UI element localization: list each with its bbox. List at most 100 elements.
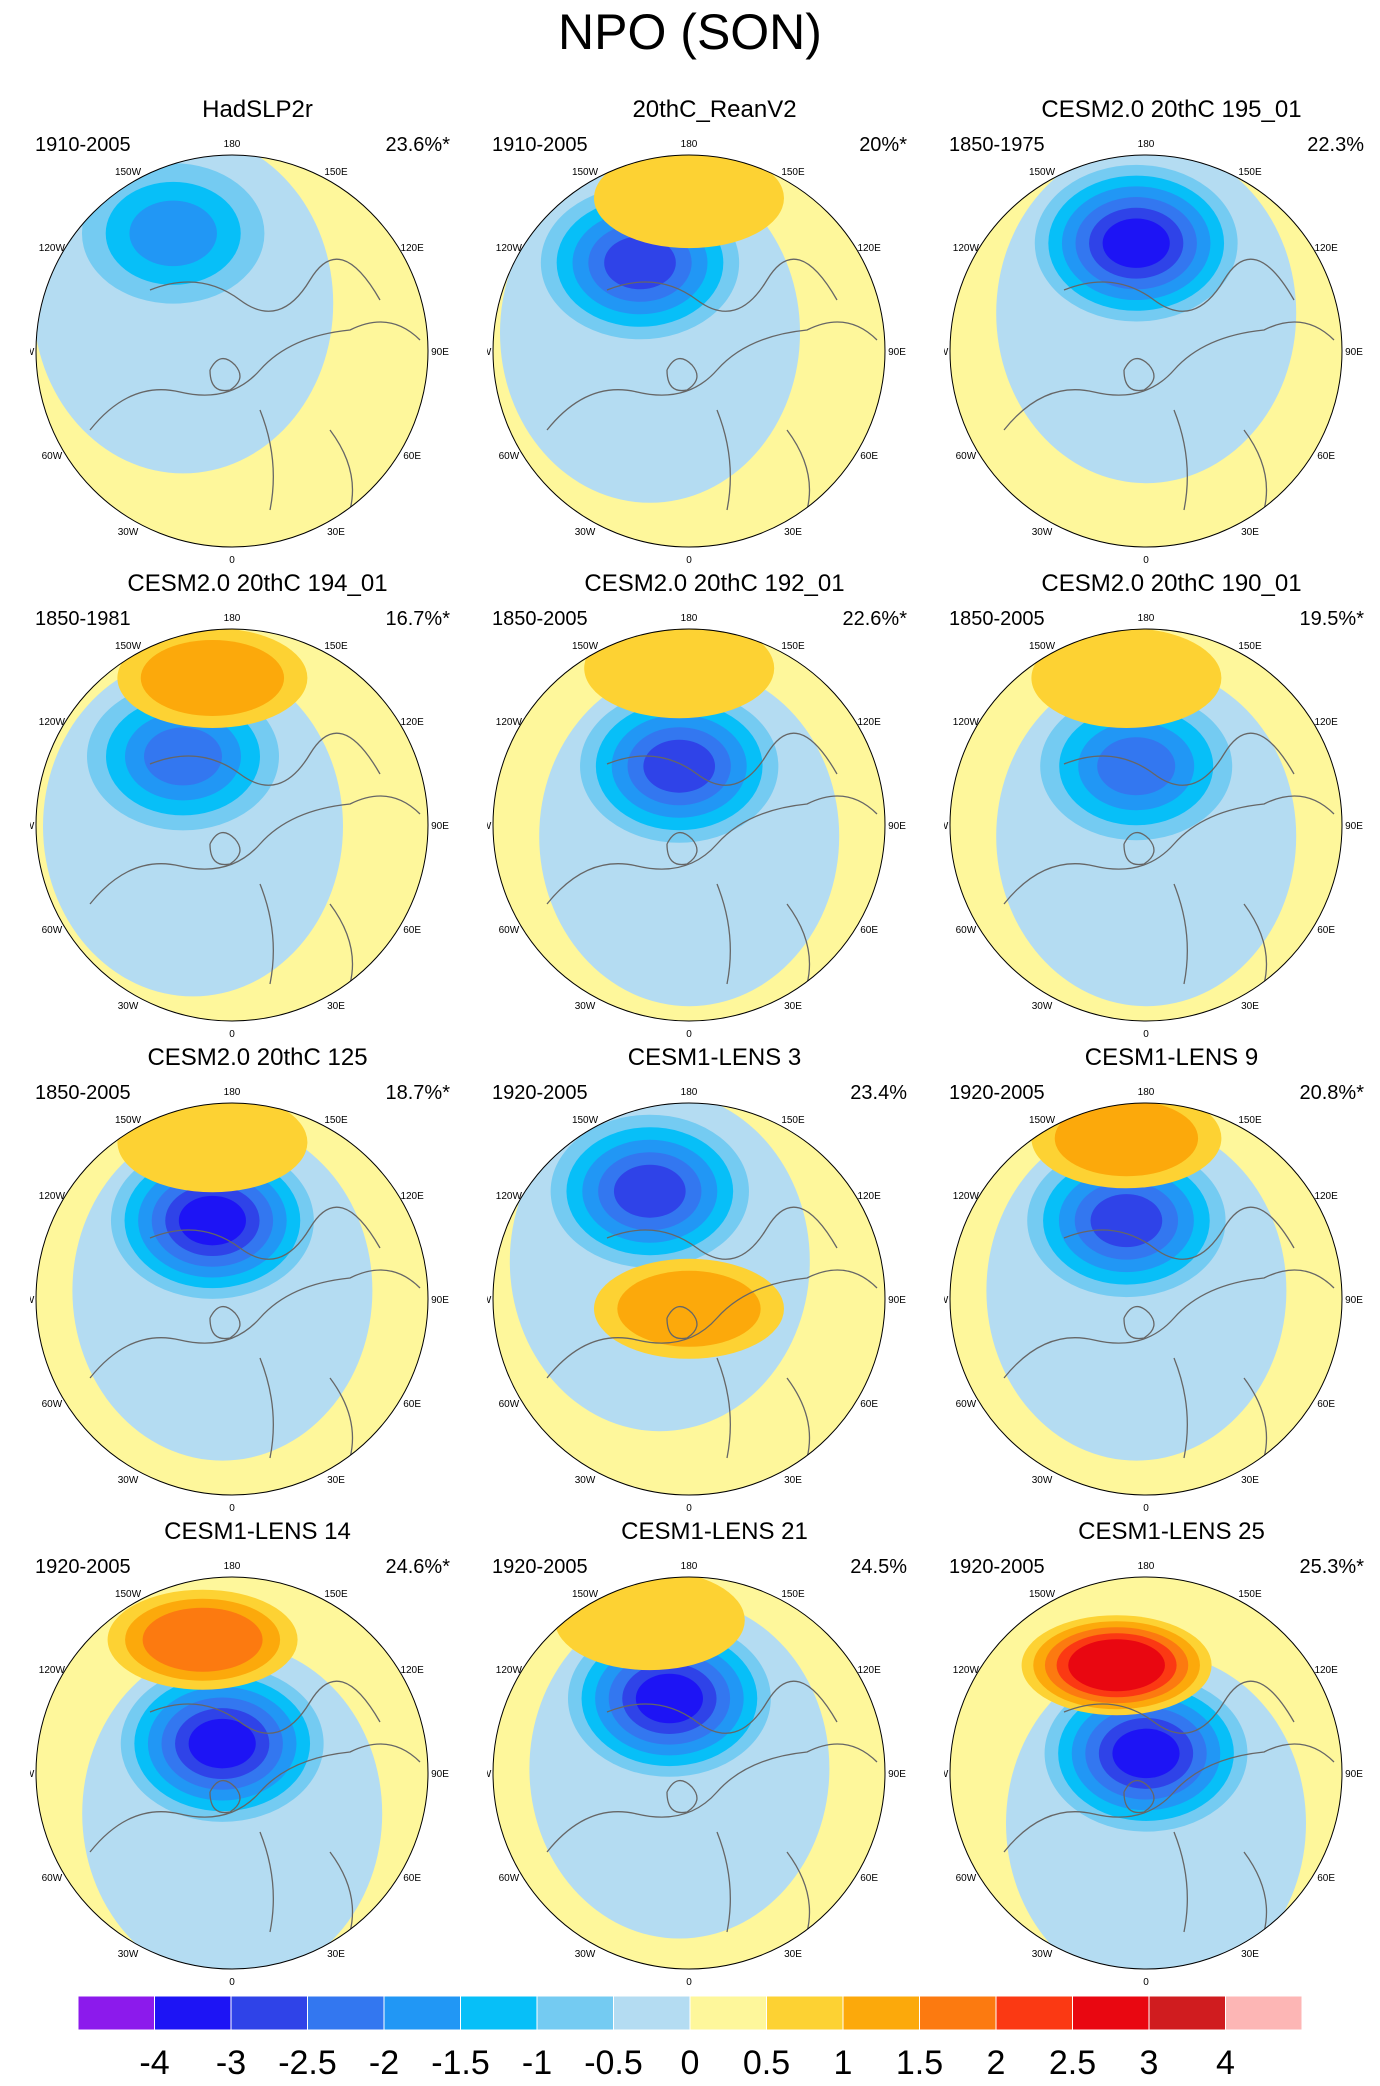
map-boundary [35, 154, 429, 548]
longitude-label: 150E [324, 1589, 348, 1600]
longitude-label: 90W [487, 1295, 492, 1306]
map-boundary [492, 628, 886, 1022]
longitude-label: 60W [42, 925, 63, 936]
longitude-label: 120E [400, 243, 424, 254]
panel-variance: 23.6%* [385, 134, 451, 156]
coastline [546, 258, 878, 511]
polar-map: 180 150W 150E 120W 120E 90W 90E 60W 60E 30W 30E 0 [30, 1087, 449, 1514]
longitude-label: 0 [229, 1977, 235, 1988]
longitude-label: 120E [1314, 717, 1338, 728]
longitude-label: 120E [400, 1665, 424, 1676]
panel-period: 1920-2005 [35, 1556, 131, 1578]
negative-anomaly-contour [178, 1195, 246, 1246]
panel-title: CESM2.0 20thC 125 [147, 1044, 368, 1071]
positive-anomaly-contour [140, 640, 285, 716]
polar-map: 180 150W 150E 120W 120E 90W 90E 60W 60E 30W 30E 0 [944, 139, 1363, 566]
longitude-label: 120W [39, 243, 66, 254]
panel-variance: 22.3% [1307, 134, 1364, 156]
longitude-label: 60E [403, 925, 421, 936]
longitude-label: 180 [1138, 1087, 1155, 1098]
longitude-label: 60W [42, 1873, 63, 1884]
longitude-label: 30E [784, 527, 802, 538]
longitude-label: 0 [229, 1029, 235, 1040]
coastline [89, 258, 421, 511]
panel-period: 1920-2005 [492, 1082, 588, 1104]
longitude-label: 120E [1314, 1665, 1338, 1676]
longitude-label: 90E [431, 1295, 449, 1306]
panel-title: CESM1-LENS 3 [627, 1044, 802, 1071]
longitude-label: 60E [1317, 1873, 1335, 1884]
negative-anomaly-contour [613, 1164, 686, 1218]
longitude-label: 30E [327, 527, 345, 538]
colorbar-tick-label: 2 [986, 2044, 1006, 2082]
longitude-label: 90W [487, 347, 492, 358]
coastline [89, 1680, 421, 1933]
longitude-label: 120W [39, 1191, 66, 1202]
longitude-label: 120E [1314, 1191, 1338, 1202]
longitude-label: 60E [403, 1873, 421, 1884]
longitude-label: 60E [1317, 451, 1335, 462]
panel-period: 1850-2005 [492, 608, 588, 630]
longitude-label: 30W [575, 1001, 596, 1012]
coastline [1003, 732, 1335, 985]
longitude-label: 90E [431, 1769, 449, 1780]
longitude-label: 0 [1143, 1029, 1149, 1040]
panel-period: 1850-1975 [949, 134, 1045, 156]
longitude-label: 30W [118, 1001, 139, 1012]
panel-title: 20thC_ReanV2 [632, 96, 797, 123]
longitude-label: 0 [1143, 555, 1149, 566]
map-panel: HadSLP2r 1910-2005 23.6%* 180 150W 150E 120W 12… [30, 96, 485, 566]
map-panel: CESM2.0 20thC 190_01 1850-2005 19.5%* 180 15… [944, 570, 1380, 1040]
longitude-label: 0 [1143, 1977, 1149, 1988]
longitude-label: 30W [1032, 1001, 1053, 1012]
map-boundary [492, 1576, 886, 1970]
coastline [546, 732, 878, 985]
panel-variance: 25.3%* [1299, 1556, 1365, 1578]
longitude-label: 60W [499, 1399, 520, 1410]
negative-anomaly-contour [1112, 1728, 1180, 1779]
longitude-label: 90W [487, 1769, 492, 1780]
map-panel: CESM1-LENS 14 1920-2005 24.6%* 180 150W 150E 1… [30, 1518, 485, 1988]
positive-anomaly-contour [142, 1607, 263, 1672]
longitude-label: 180 [224, 1087, 241, 1098]
longitude-label: 120W [39, 717, 66, 728]
longitude-label: 180 [1138, 613, 1155, 624]
longitude-label: 120W [953, 1665, 980, 1676]
polar-map: 180 150W 150E 120W 120E 90W 90E 60W 60E 30W 30E 0 [30, 613, 449, 1040]
longitude-label: 90E [431, 821, 449, 832]
longitude-label: 60E [860, 451, 878, 462]
negative-anomaly-contour [643, 739, 716, 793]
longitude-label: 180 [1138, 1561, 1155, 1572]
longitude-label: 60E [860, 1873, 878, 1884]
panel-variance: 19.5%* [1299, 608, 1365, 630]
longitude-label: 120E [857, 717, 881, 728]
longitude-label: 150W [1029, 641, 1056, 652]
panel-title: CESM2.0 20thC 195_01 [1041, 96, 1302, 123]
longitude-label: 180 [224, 1561, 241, 1572]
longitude-label: 150E [1238, 1589, 1262, 1600]
colorbar-tick-label: -0.5 [584, 2044, 643, 2082]
map-panel: CESM1-LENS 3 1920-2005 23.4% 180 150W 150E 120… [487, 1044, 942, 1514]
map-panel: CESM1-LENS 9 1920-2005 20.8%* 180 150W 150E 12… [944, 1044, 1380, 1514]
polar-map: 180 150W 150E 120W 120E 90W 90E 60W 60E 30W 30E 0 [487, 613, 906, 1040]
longitude-label: 120E [857, 243, 881, 254]
map-panel: CESM2.0 20thC 192_01 1850-2005 22.6%* 180 15… [487, 570, 942, 1040]
panel-title: CESM1-LENS 21 [621, 1518, 808, 1545]
polar-map: 180 150W 150E 120W 120E 90W 90E 60W 60E 30W 30E 0 [487, 139, 906, 566]
polar-map: 180 150W 150E 120W 120E 90W 90E 60W 60E 30W 30E 0 [30, 139, 449, 566]
panel-period: 1850-1981 [35, 608, 131, 630]
map-panel: CESM2.0 20thC 195_01 1850-1975 22.3% 180 150… [944, 96, 1380, 566]
longitude-label: 60E [1317, 1399, 1335, 1410]
coastline [1003, 1206, 1335, 1459]
longitude-label: 0 [686, 1029, 692, 1040]
longitude-label: 180 [681, 1087, 698, 1098]
panel-variance: 23.4% [850, 1082, 907, 1104]
longitude-label: 150E [1238, 1115, 1262, 1126]
coastline [546, 1680, 878, 1933]
longitude-label: 150W [115, 1589, 142, 1600]
colorbar-tick-label: 4 [1216, 2044, 1235, 2082]
map-boundary [35, 1576, 429, 1970]
longitude-label: 30W [1032, 1949, 1053, 1960]
longitude-label: 90E [431, 347, 449, 358]
